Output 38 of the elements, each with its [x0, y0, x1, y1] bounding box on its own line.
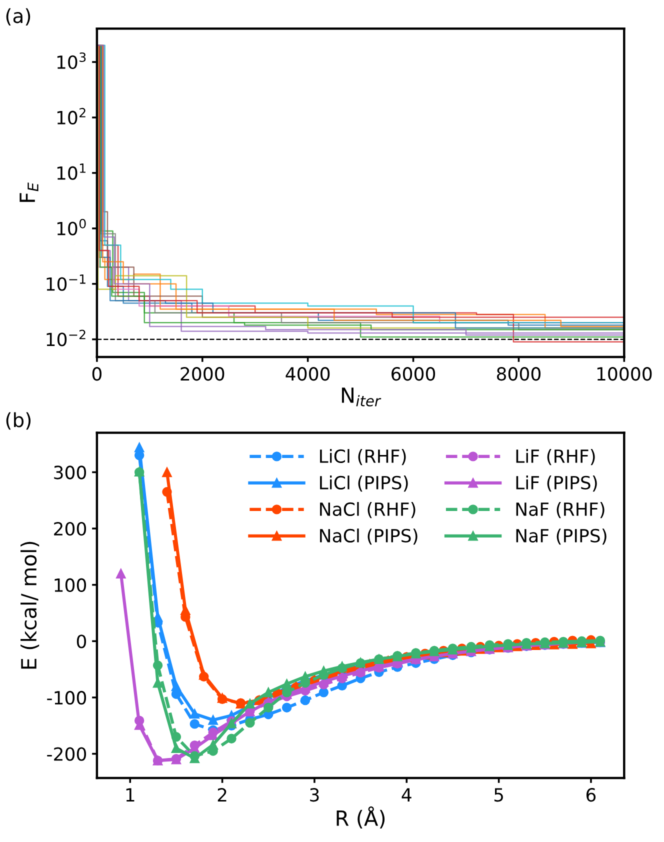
y-tick-label: 10$^{1}$	[57, 164, 86, 180]
x-tick-label: 0	[92, 367, 102, 381]
x-tick-label: 3	[310, 788, 319, 802]
x-tick-label: 4000	[286, 367, 330, 381]
y-tick-label: -100	[47, 690, 86, 705]
y-tick-label: 10$^{−1}$	[46, 274, 86, 291]
legend-label: NaF (PIPS)	[516, 528, 606, 545]
y-tick-label: 10$^{0}$	[57, 218, 86, 236]
y-tick-label: 100	[54, 578, 86, 592]
y-tick-label: 10$^{2}$	[57, 108, 86, 124]
y-tick-label: 200	[54, 522, 86, 536]
y-tick-label: 10$^{−2}$	[46, 330, 86, 346]
x-tick-label: 5	[494, 788, 503, 802]
x-axis-title: R (Å)	[336, 806, 385, 828]
chart-title: (a)	[6, 8, 30, 26]
y-axis-title: E (kcal/ mol)	[20, 542, 40, 669]
y-tick-label: 0	[76, 634, 86, 648]
legend-label: NaCl (RHF)	[320, 502, 416, 518]
x-axis-title: N$_{iter}$	[342, 388, 382, 406]
y-tick-label: 10$^{3}$	[57, 52, 86, 69]
legend-label: LiF (PIPS)	[516, 476, 597, 492]
x-tick-label: 2	[218, 788, 226, 802]
legend-label: LiF (RHF)	[516, 449, 595, 466]
x-tick-label: 8000	[496, 367, 540, 381]
x-tick-label: 1	[126, 788, 134, 802]
y-axis-title: F$_{E}$	[20, 182, 38, 202]
y-tick-label: 300	[54, 466, 86, 480]
chart-title: (b)	[6, 412, 31, 430]
x-tick-label: 6	[586, 788, 596, 802]
x-tick-label: 10000	[597, 367, 652, 381]
x-tick-label: 6000	[392, 367, 436, 381]
legend-label: LiCl (RHF)	[320, 449, 406, 466]
legend-label: NaF (RHF)	[516, 502, 604, 518]
legend-label: LiCl (PIPS)	[320, 476, 408, 492]
legend-label: NaCl (PIPS)	[320, 528, 418, 545]
x-tick-label: 2000	[180, 367, 224, 381]
x-tick-label: 4	[402, 788, 412, 802]
y-tick-label: -200	[47, 747, 86, 761]
